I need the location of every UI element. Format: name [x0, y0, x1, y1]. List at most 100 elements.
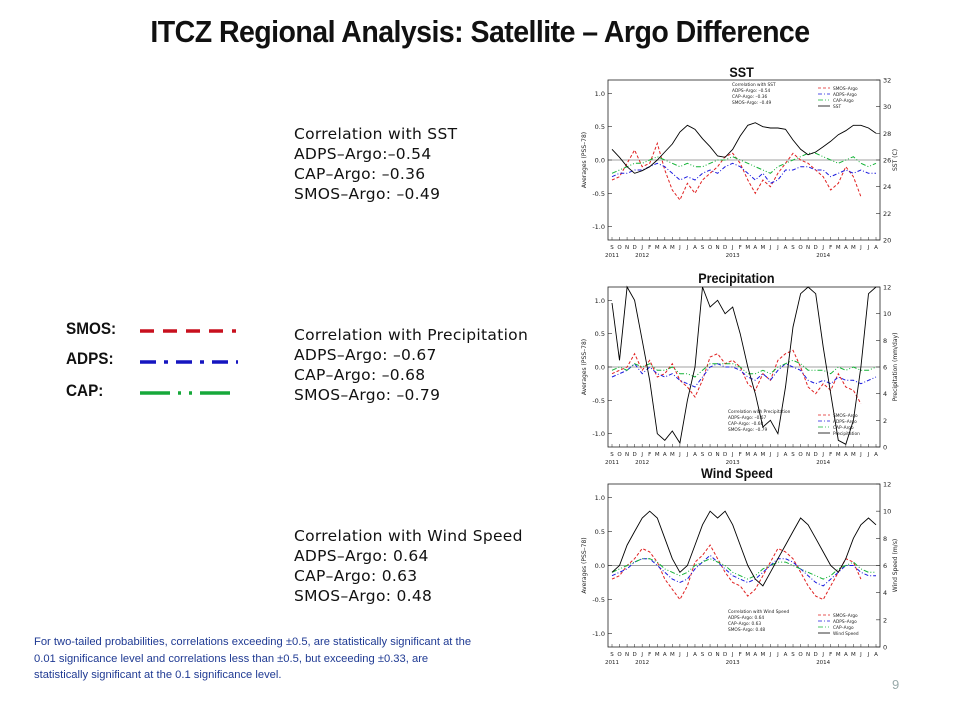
y-tick-label: 1.0	[595, 494, 605, 502]
series-line-adps-argo	[611, 362, 877, 388]
x-tick-label: M	[655, 452, 660, 458]
x-tick-label: N	[625, 245, 629, 251]
inner-legend-label: ADPS–Argo	[833, 619, 857, 625]
y2-tick-label: 4	[883, 589, 887, 597]
x-tick-label: A	[753, 652, 757, 658]
chart-title-precipitation: Precipitation	[698, 270, 775, 286]
correlation-line: CAP–Argo: –0.68	[294, 366, 426, 384]
x-tick-label: N	[716, 652, 720, 658]
x-tick-label: A	[874, 652, 878, 658]
inner-correlation-text: CAP–Argo: 0.63	[728, 621, 761, 627]
inner-correlation-text: SMOS–Argo: –0.49	[732, 100, 771, 106]
x-tick-label: J	[821, 652, 824, 658]
x-tick-label: J	[731, 452, 734, 458]
y-tick-label: 0.0	[595, 562, 605, 570]
x-tick-label: D	[633, 245, 637, 251]
x-tick-label: O	[708, 452, 713, 458]
x-tick-label: J	[731, 245, 734, 251]
series-line-wind-speed	[611, 510, 877, 587]
x-tick-label: S	[701, 245, 705, 251]
y2-tick-label: 8	[883, 337, 887, 345]
x-tick-label: A	[663, 245, 667, 251]
correlation-line: ADPS–Argo: 0.64	[294, 547, 429, 565]
x-tick-label: F	[829, 652, 832, 658]
x-tick-label: M	[760, 245, 765, 251]
y-axis-label: Averages (PSS–78)	[581, 132, 588, 188]
page-number: 9	[892, 677, 900, 692]
y-tick-label: 0.0	[595, 364, 605, 372]
x-tick-label: S	[791, 452, 795, 458]
x-tick-label: S	[791, 652, 795, 658]
x-tick-label: M	[655, 652, 660, 658]
y-tick-label: -1.0	[592, 430, 605, 438]
slide-title: ITCZ Regional Analysis: Satellite – Argo…	[150, 14, 810, 49]
x-tick-label: O	[798, 452, 803, 458]
x-tick-label: D	[814, 245, 818, 251]
y-tick-label: 0.5	[595, 330, 605, 338]
y2-tick-label: 20	[883, 237, 891, 245]
x-tick-label: D	[814, 652, 818, 658]
x-tick-label: J	[678, 452, 681, 458]
x-tick-label: N	[806, 452, 810, 458]
x-tick-label: M	[760, 452, 765, 458]
y2-tick-label: 12	[883, 481, 891, 489]
series-line-precipitation	[611, 285, 877, 445]
correlation-line: SMOS–Argo: –0.79	[294, 386, 441, 404]
inner-legend-label: CAP–Argo	[833, 625, 854, 631]
x-tick-label: O	[708, 245, 713, 251]
x-tick-label: F	[648, 452, 651, 458]
x-tick-label: A	[693, 245, 697, 251]
correlation-line: ADPS–Argo:–0.54	[294, 145, 432, 163]
inner-legend-label: SMOS–Argo	[833, 413, 858, 419]
y-tick-label: -0.5	[592, 397, 605, 405]
x-tick-label: J	[731, 652, 734, 658]
x-tick-label: N	[716, 452, 720, 458]
y2-tick-label: 2	[883, 417, 887, 425]
x-tick-label: J	[678, 652, 681, 658]
x-tick-label: J	[686, 652, 689, 658]
y-tick-label: -0.5	[592, 190, 605, 198]
footnote: For two-tailed probabilities, correlatio…	[34, 636, 472, 681]
x-tick-label: M	[851, 452, 856, 458]
inner-legend-label: SMOS–Argo	[833, 613, 858, 619]
y-axis-label: Averages (PSS–78)	[581, 537, 588, 593]
y2-tick-label: 0	[883, 644, 887, 652]
chart-panel-0: -1.0 -0.5 0.0 0.5 1.0 20 22 24 26 28 30 32 Averages …	[581, 77, 899, 260]
correlation-line: CAP–Argo: –0.36	[294, 165, 426, 183]
x-tick-label: J	[640, 452, 643, 458]
series-line-cap-argo	[611, 558, 876, 580]
correlation-box-wind-speed: Correlation with Wind Speed ADPS–Argo: 0…	[294, 526, 523, 606]
chart-panel-2: -1.0 -0.5 0.0 0.5 1.0 0 2 4 6 8 10 12 Averages (PSS–…	[581, 481, 899, 667]
correlation-box-sst: Correlation with SST ADPS–Argo:–0.54 CAP…	[294, 124, 457, 204]
x-tick-label: J	[776, 452, 779, 458]
x-tick-label: A	[753, 245, 757, 251]
inner-correlation-text: Correlation with Precipitation	[728, 409, 791, 415]
y2-tick-label: 28	[883, 130, 891, 138]
x-tick-label: A	[874, 245, 878, 251]
correlation-title: Correlation with SST	[294, 125, 458, 143]
x-tick-label: J	[640, 245, 643, 251]
x-tick-label: J	[678, 245, 681, 251]
x-tick-label: S	[791, 245, 795, 251]
x-tick-label: O	[617, 452, 622, 458]
legend-label-adps: ADPS:	[66, 349, 114, 368]
x-tick-label: M	[670, 452, 675, 458]
inner-legend-label: Precipitation	[833, 431, 860, 437]
x-tick-label: F	[739, 245, 742, 251]
y2-tick-label: 12	[883, 284, 891, 292]
x-tick-label: M	[655, 245, 660, 251]
inner-legend-label: SST	[833, 104, 841, 110]
x-tick-label: J	[686, 245, 689, 251]
y2-tick-label: 22	[883, 210, 891, 218]
year-label: 2014	[816, 253, 830, 259]
x-tick-label: F	[648, 245, 651, 251]
year-label: 2012	[635, 660, 649, 666]
x-tick-label: J	[769, 245, 772, 251]
x-tick-label: N	[625, 652, 629, 658]
year-label: 2011	[605, 253, 619, 259]
x-tick-label: D	[723, 652, 727, 658]
x-tick-label: S	[610, 245, 614, 251]
x-tick-label: A	[784, 452, 788, 458]
y-tick-label: 1.0	[595, 90, 605, 98]
x-tick-label: N	[625, 452, 629, 458]
